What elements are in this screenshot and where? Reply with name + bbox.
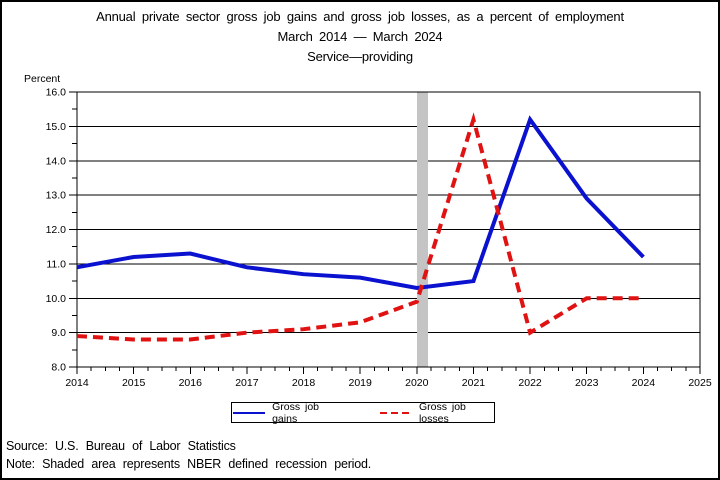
x-tick-label: 2014 xyxy=(65,377,89,389)
y-axis-unit-label: Percent xyxy=(24,73,61,85)
x-tick-label: 2025 xyxy=(688,377,712,389)
title-block: Annual private sector gross job gains an… xyxy=(2,7,718,67)
x-tick-label: 2022 xyxy=(518,377,542,389)
y-tick-label: 8.0 xyxy=(51,362,66,374)
y-tick-label: 16.0 xyxy=(46,87,67,99)
x-tick-label: 2017 xyxy=(235,377,259,389)
x-tick-label: 2021 xyxy=(462,377,486,389)
x-tick-label: 2020 xyxy=(405,377,429,389)
y-tick-label: 11.0 xyxy=(46,258,66,270)
chart-subtitle-sector: Service—providing xyxy=(307,49,413,64)
legend-item-gains: Gross job gains xyxy=(232,401,343,425)
x-axis-labels: 2014 2015 2016 2017 2018 2019 2020 2021 2022 2023… xyxy=(65,377,712,389)
legend-item-losses: Gross job losses xyxy=(379,401,494,425)
recession-band xyxy=(416,92,429,367)
legend-label-losses: Gross job losses xyxy=(418,400,466,425)
legend-label-gains: Gross job gains xyxy=(272,400,320,425)
y-tick-label: 15.0 xyxy=(46,121,67,133)
recession-note: Note: Shaded area represents NBER define… xyxy=(6,457,372,471)
y-tick-label: 13.0 xyxy=(46,190,67,202)
x-tick-label: 2016 xyxy=(179,377,203,389)
data-series xyxy=(76,112,645,342)
y-axis-labels: 8.0 9.0 10.0 11.0 12.0 13.0 14.0 15.0 16.0 xyxy=(46,87,67,374)
y-tick-label: 10.0 xyxy=(46,293,67,305)
x-tick-label: 2015 xyxy=(122,377,146,389)
gains-line-sample-icon xyxy=(233,411,266,414)
series-line-gross-job-gains xyxy=(76,115,645,290)
source-note: Source: U.S. Bureau of Labor Statistics xyxy=(6,439,236,453)
y-axis-ticks xyxy=(69,91,77,368)
y-tick-label: 14.0 xyxy=(46,155,67,167)
gridlines xyxy=(77,91,700,368)
x-tick-label: 2024 xyxy=(632,377,656,389)
x-tick-label: 2018 xyxy=(292,377,316,389)
x-axis-ticks xyxy=(76,367,701,374)
footer-notes: Source: U.S. Bureau of Labor Statistics … xyxy=(6,437,371,473)
chart-title: Annual private sector gross job gains an… xyxy=(96,9,624,24)
legend: Gross job gains Gross job losses xyxy=(231,401,495,425)
x-tick-label: 2019 xyxy=(349,377,373,389)
chart-subtitle-dates: March 2014 — March 2024 xyxy=(277,29,443,44)
x-tick-label: 2023 xyxy=(575,377,599,389)
series-line-gross-job-losses xyxy=(76,112,644,342)
losses-line-sample-icon xyxy=(379,411,412,414)
y-tick-label: 12.0 xyxy=(46,224,67,236)
y-tick-label: 9.0 xyxy=(51,327,66,339)
